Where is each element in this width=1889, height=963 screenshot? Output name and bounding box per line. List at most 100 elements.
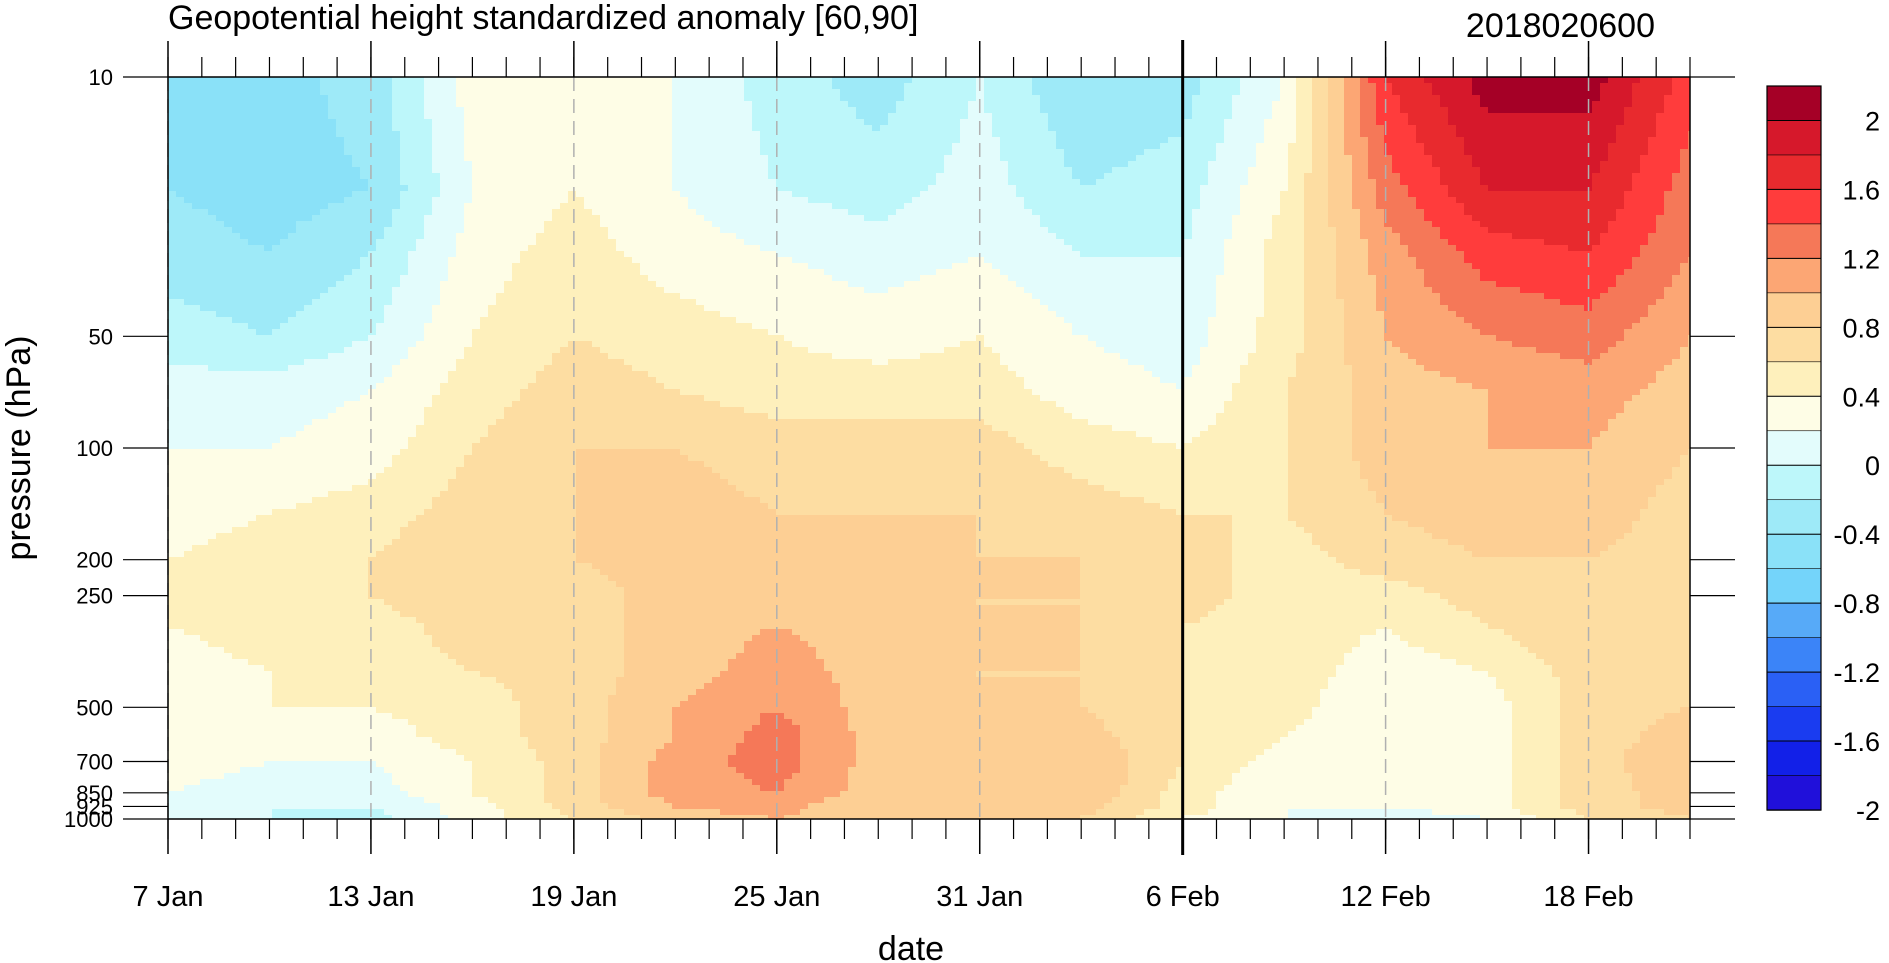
field-cell [432,161,441,168]
field-cell [456,143,465,150]
field-cell [688,125,697,132]
field-cell [464,209,473,216]
field-cell [1088,131,1097,138]
field-cell [1304,191,1313,198]
field-cell [1520,137,1529,144]
field-cell [272,95,281,102]
field-cell [1088,185,1097,192]
field-cell [1352,185,1361,192]
field-cell [1144,77,1153,84]
field-cell [1600,137,1609,144]
field-cell [624,167,633,174]
field-cell [1176,179,1185,186]
field-cell [1312,215,1321,222]
field-cell [568,203,577,210]
field-cell [1128,173,1137,180]
field-cell [584,203,593,210]
field-cell [1536,197,1545,204]
field-cell [632,185,641,192]
field-cell [1392,95,1401,102]
field-cell [544,221,553,228]
field-cell [1528,137,1537,144]
field-cell [280,143,289,150]
field-cell [1480,95,1489,102]
field-cell [328,83,337,90]
field-cell [584,227,593,234]
field-cell [256,197,265,204]
field-cell [1504,185,1513,192]
field-cell [944,113,953,120]
field-cell [672,89,681,96]
field-cell [1608,161,1617,168]
field-cell [376,95,385,102]
field-cell [176,131,185,138]
field-cell [272,173,281,180]
field-cell [1312,149,1321,156]
field-cell [512,161,521,168]
field-cell [1232,131,1241,138]
field-cell [1408,107,1417,114]
field-cell [984,215,993,222]
field-cell [1624,95,1633,102]
field-cell [1656,143,1665,150]
field-cell [664,173,673,180]
field-cell [672,101,681,108]
field-cell [992,95,1001,102]
field-cell [1056,191,1065,198]
field-cell [424,215,433,222]
field-cell [1072,125,1081,132]
field-cell [800,89,809,96]
field-cell [896,149,905,156]
field-cell [1272,137,1281,144]
field-cell [1344,197,1353,204]
field-cell [536,161,545,168]
field-cell [368,119,377,126]
field-cell [1480,119,1489,126]
field-cell [1192,125,1201,132]
field-cell [768,119,777,126]
field-cell [1024,149,1033,156]
field-cell [880,125,889,132]
field-cell [464,221,473,228]
field-cell [856,113,865,120]
field-cell [848,101,857,108]
field-cell [392,167,401,174]
field-cell [208,227,217,234]
field-cell [800,83,809,90]
field-cell [1056,137,1065,144]
field-cell [856,155,865,162]
field-cell [1552,149,1561,156]
field-cell [1312,227,1321,234]
field-cell [792,227,801,234]
field-cell [1672,215,1681,222]
field-cell [336,149,345,156]
field-cell [1384,203,1393,210]
field-cell [1680,89,1689,96]
field-cell [1120,209,1129,216]
field-cell [888,227,897,234]
field-cell [616,137,625,144]
field-cell [1296,191,1305,198]
field-cell [1040,209,1049,216]
field-cell [1616,191,1625,198]
field-cell [840,173,849,180]
field-cell [640,149,649,156]
field-cell [1560,101,1569,108]
field-cell [168,83,177,90]
field-cell [208,125,217,132]
field-cell [1368,125,1377,132]
field-cell [464,101,473,108]
field-cell [1680,137,1689,144]
field-cell [1160,197,1169,204]
field-cell [1688,95,1690,102]
field-cell [1648,209,1657,216]
field-cell [784,209,793,216]
field-cell [984,173,993,180]
field-cell [616,215,625,222]
field-cell [520,89,529,96]
field-cell [752,191,761,198]
field-cell [848,173,857,180]
field-cell [1048,77,1057,84]
field-cell [1520,203,1529,210]
field-cell [1688,89,1690,96]
